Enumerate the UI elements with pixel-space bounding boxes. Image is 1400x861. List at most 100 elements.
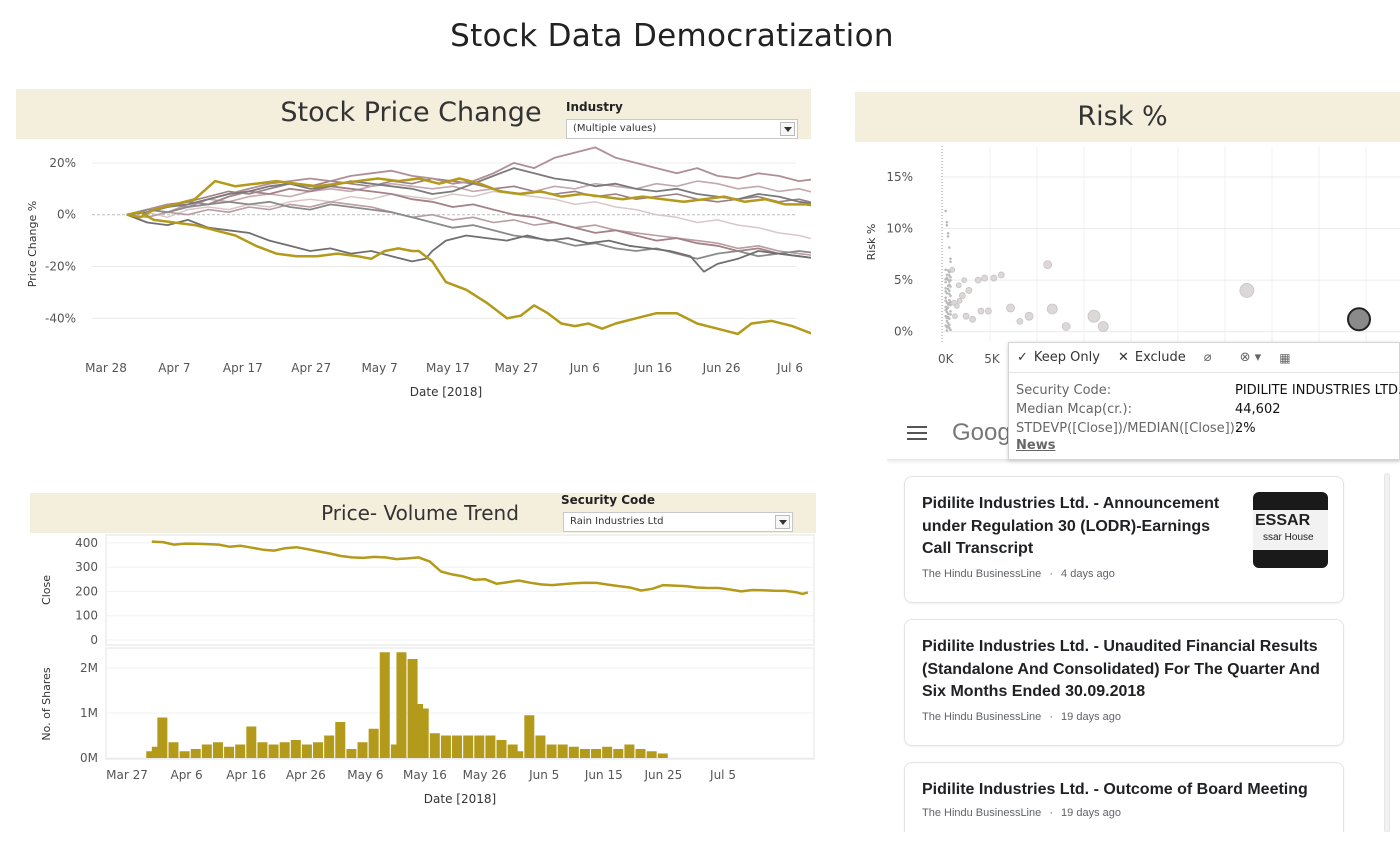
x-tick-label: Apr 7 bbox=[158, 361, 190, 375]
risk-banner: Risk % bbox=[855, 92, 1400, 142]
scatter-point bbox=[948, 292, 951, 296]
volume-bar bbox=[513, 751, 524, 758]
volume-bar bbox=[151, 746, 162, 758]
scatter-point bbox=[945, 301, 949, 304]
volume-bar bbox=[496, 740, 507, 758]
x-tick-label: Jun 5 bbox=[528, 768, 559, 782]
volume-bar bbox=[657, 753, 668, 758]
volume-bar bbox=[463, 735, 474, 758]
y-tick-label: 5% bbox=[894, 273, 913, 287]
news-source: The Hindu BusinessLine bbox=[922, 568, 1042, 580]
news-thumbnail[interactable]: ESSAR ssar House bbox=[1253, 492, 1328, 568]
news-card[interactable]: Pidilite Industries Ltd. - Outcome of Bo… bbox=[904, 762, 1344, 832]
x-tick-label: May 6 bbox=[347, 768, 383, 782]
volume-bar bbox=[646, 751, 657, 758]
series-line bbox=[126, 185, 811, 259]
scatter-point bbox=[1097, 321, 1109, 332]
risk-scatter-chart[interactable]: 15% 10% 5% 0% 0K 5K Risk % bbox=[855, 142, 1400, 372]
group-members-icon[interactable]: ⊗ ▾ bbox=[1239, 350, 1262, 365]
scatter-point bbox=[946, 287, 950, 291]
hamburger-menu-icon[interactable] bbox=[907, 426, 927, 440]
exclude-button[interactable]: ✕ Exclude bbox=[1117, 350, 1186, 365]
scatter-point bbox=[944, 287, 948, 290]
y-tick-label: 15% bbox=[886, 170, 913, 184]
series-line bbox=[126, 200, 811, 260]
close-line bbox=[151, 540, 809, 596]
volume-bar bbox=[413, 704, 424, 758]
scatter-point bbox=[1043, 260, 1053, 270]
scatter-point bbox=[945, 276, 949, 280]
industry-filter-dropdown[interactable]: (Multiple values) bbox=[566, 119, 798, 139]
security-filter-value: Rain Industries Ltd bbox=[570, 516, 664, 527]
scatter-point bbox=[944, 268, 948, 272]
y-axis-label: Price Change % bbox=[26, 201, 39, 287]
volume-bar bbox=[346, 749, 357, 758]
news-title[interactable]: Pidilite Industries Ltd. - Outcome of Bo… bbox=[922, 781, 1308, 798]
news-scrollbar[interactable] bbox=[1360, 467, 1400, 832]
scatter-point bbox=[945, 310, 949, 314]
x-tick-label: 5K bbox=[984, 352, 1001, 366]
volume-bar bbox=[301, 744, 312, 758]
x-tick-label: May 7 bbox=[361, 361, 397, 375]
volume-bar bbox=[452, 735, 463, 758]
thumbnail-subtext: ssar House bbox=[1263, 532, 1314, 543]
scatter-point bbox=[949, 294, 952, 298]
news-card[interactable]: Pidilite Industries Ltd. - Unaudited Fin… bbox=[904, 619, 1344, 746]
y-tick-label: -20% bbox=[45, 260, 76, 274]
scatter-point bbox=[948, 289, 951, 293]
price-change-title: Stock Price Change bbox=[280, 97, 542, 128]
volume-bar bbox=[190, 749, 201, 758]
mark-tooltip: ✓ Keep Only ✕ Exclude ⌀ ⊗ ▾ ▦ Security C… bbox=[1008, 342, 1400, 460]
volume-bar bbox=[235, 744, 246, 758]
news-title[interactable]: Pidilite Industries Ltd. - Announcement … bbox=[922, 495, 1220, 557]
volume-bar bbox=[635, 749, 646, 758]
x-tick-label: Apr 16 bbox=[226, 768, 266, 782]
volume-bar bbox=[418, 708, 429, 758]
scatter-point bbox=[948, 246, 951, 249]
x-tick-label: Jun 16 bbox=[633, 361, 672, 375]
scatter-point bbox=[949, 260, 952, 264]
scatter-point bbox=[1024, 311, 1034, 321]
scatter-point bbox=[946, 306, 950, 309]
tooltip-label: Median Mcap(cr.): bbox=[1016, 402, 1132, 417]
security-filter-dropdown[interactable]: Rain Industries Ltd bbox=[563, 512, 793, 532]
volume-bar bbox=[579, 749, 590, 758]
news-card[interactable]: Pidilite Industries Ltd. - Announcement … bbox=[904, 476, 1344, 603]
series-line bbox=[126, 210, 811, 336]
paperclip-icon[interactable]: ⌀ bbox=[1203, 350, 1212, 365]
tooltip-news-link[interactable]: News bbox=[1016, 438, 1056, 453]
volume-bar bbox=[535, 735, 546, 758]
volume-bar bbox=[313, 742, 324, 758]
scatter-point bbox=[946, 312, 950, 316]
volume-bar bbox=[429, 733, 440, 758]
scatter-point bbox=[946, 324, 950, 328]
x-tick-label: Apr 26 bbox=[286, 768, 326, 782]
scatter-point bbox=[1006, 303, 1015, 313]
risk-title: Risk % bbox=[1077, 101, 1168, 132]
scatter-point bbox=[949, 275, 952, 279]
scatter-point bbox=[1061, 322, 1071, 331]
news-title[interactable]: Pidilite Industries Ltd. - Unaudited Fin… bbox=[922, 638, 1320, 700]
x-tick-label: Jul 6 bbox=[776, 361, 803, 375]
price-volume-chart[interactable]: 400 300 200 100 0 Close 2M 1M 0M No. of Shares Mar… bbox=[30, 533, 816, 813]
checkmark-icon: ✓ bbox=[1017, 350, 1028, 365]
price-change-chart[interactable]: 20% 0% -20% -40% Mar 28 Apr 7 Apr 17 Apr 27 May … bbox=[16, 140, 811, 410]
chevron-down-icon[interactable] bbox=[775, 515, 790, 529]
x-tick-label: Apr 17 bbox=[223, 361, 263, 375]
x-tick-label: 0K bbox=[938, 352, 955, 366]
series-line bbox=[126, 167, 811, 216]
volume-bar bbox=[613, 749, 624, 758]
x-tick-label: May 27 bbox=[494, 361, 538, 375]
series-line bbox=[126, 213, 811, 273]
chevron-down-icon[interactable] bbox=[780, 122, 795, 136]
scatter-point bbox=[948, 317, 951, 320]
y-axis-label: No. of Shares bbox=[40, 667, 53, 741]
scatter-point bbox=[945, 292, 949, 295]
view-data-icon[interactable]: ▦ bbox=[1279, 350, 1291, 365]
tooltip-label: Security Code: bbox=[1016, 383, 1112, 398]
keep-only-button[interactable]: ✓ Keep Only bbox=[1017, 350, 1100, 365]
news-webview: Goog Pidilite Industries Ltd. - Announce… bbox=[887, 372, 1400, 832]
y-tick-label: 300 bbox=[75, 560, 98, 574]
news-age: 4 days ago bbox=[1061, 568, 1115, 580]
close-icon: ✕ bbox=[1117, 350, 1129, 365]
